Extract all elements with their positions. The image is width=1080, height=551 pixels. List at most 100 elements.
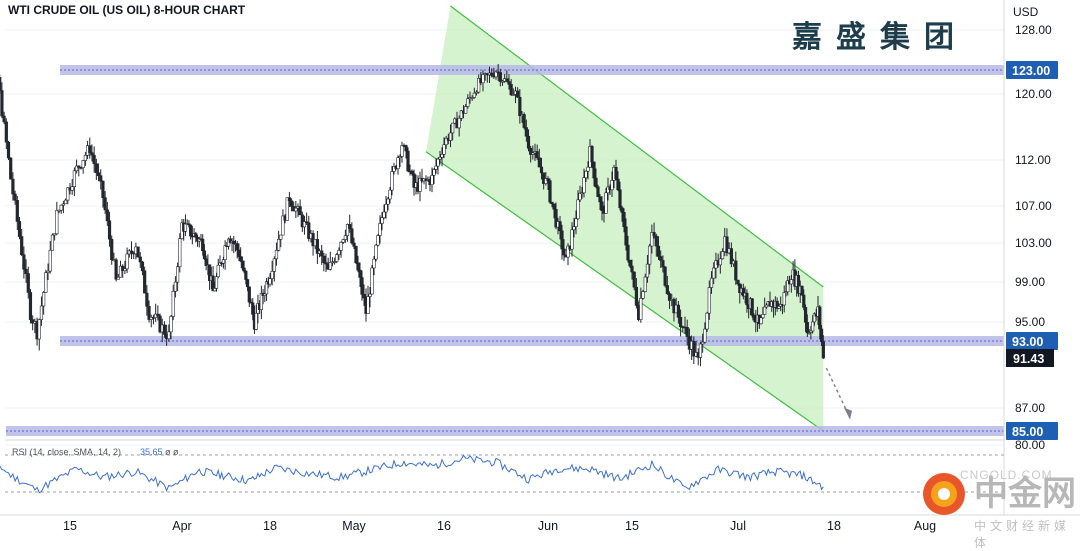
candle-body: [114, 259, 118, 280]
candle-body: [59, 204, 63, 211]
candle-body: [630, 265, 634, 273]
candle-body: [654, 235, 658, 247]
candle-body: [380, 217, 384, 224]
candle-body: [121, 265, 125, 272]
candle-body: [406, 150, 410, 172]
candle-body: [240, 260, 244, 269]
candle-body: [245, 279, 250, 288]
candle-body: [42, 292, 46, 307]
y-tick-label: 87.00: [1015, 401, 1045, 415]
candle-body: [596, 186, 600, 198]
x-tick-label: Aug: [914, 519, 936, 533]
candle-body: [145, 292, 149, 307]
candle-body: [333, 261, 337, 263]
y-tick-label: 95.00: [1015, 315, 1045, 329]
candle-body: [554, 208, 558, 228]
candle-body: [505, 78, 509, 82]
candle-body: [254, 312, 258, 330]
candle-body: [11, 178, 15, 195]
candle-body: [763, 306, 767, 315]
candle-body: [13, 193, 17, 201]
candle-body: [570, 229, 574, 250]
candle-body: [235, 243, 239, 251]
candle-body: [529, 147, 533, 155]
candle-body: [574, 218, 578, 228]
candle-body: [500, 80, 505, 83]
candle-body: [481, 74, 485, 84]
candle-body: [366, 296, 370, 314]
candle-body: [376, 235, 380, 246]
candle-body: [242, 267, 246, 272]
candle-body: [64, 199, 68, 205]
candle-body: [50, 234, 55, 251]
level-tag-text: 123.00: [1012, 64, 1050, 78]
candle-body: [362, 294, 366, 299]
candle-body: [61, 203, 66, 206]
candle-body: [99, 175, 103, 182]
candle-body: [685, 327, 689, 337]
candle-body: [216, 264, 220, 278]
candle-body: [232, 240, 236, 244]
candle-body: [586, 166, 590, 172]
projection-arrow-line: [825, 367, 849, 415]
candle-body: [734, 260, 738, 281]
candle-body: [404, 145, 408, 152]
candle-body: [448, 132, 453, 141]
candle-body: [645, 263, 650, 278]
candle-body: [360, 277, 364, 295]
candle-body: [511, 94, 515, 96]
candle-body: [592, 161, 596, 179]
rsi-label: RSI (14, close, SMA, 14, 2): [12, 447, 121, 457]
candle-body: [354, 246, 358, 264]
candle-body: [566, 245, 570, 258]
candle-body: [281, 215, 285, 236]
candle-body: [459, 110, 463, 119]
candle-body: [390, 171, 394, 191]
x-tick-label: 16: [437, 519, 451, 533]
y-tick-label: 107.00: [1015, 199, 1052, 213]
candle-body: [537, 157, 541, 168]
candle-body: [821, 341, 825, 359]
candle-body: [580, 192, 584, 195]
brand-name: 嘉盛集团: [792, 20, 968, 55]
candle-body: [474, 91, 479, 94]
candle-body: [650, 232, 654, 247]
candle-body: [752, 315, 756, 321]
candle-body: [470, 97, 474, 99]
candle-body: [315, 239, 319, 254]
candle-body: [116, 276, 120, 280]
candle-body: [803, 307, 808, 323]
y-tick-label: 103.00: [1015, 236, 1052, 250]
candle-body: [2, 115, 6, 123]
candle-body: [337, 250, 341, 255]
candle-body: [20, 236, 24, 255]
candle-body: [343, 235, 347, 240]
candle-body: [189, 224, 193, 237]
candle-body: [176, 266, 180, 283]
candle-body: [22, 254, 26, 270]
candle-body: [539, 166, 544, 174]
candle-body: [396, 157, 400, 169]
x-tick-label: 15: [63, 519, 77, 533]
y-tick-label: 80.00: [1015, 438, 1045, 452]
candle-body: [237, 249, 241, 257]
candle-body: [300, 214, 304, 228]
candle-body: [558, 221, 562, 232]
candle-body: [720, 251, 725, 260]
candle-body: [665, 285, 669, 294]
candle-body: [464, 106, 468, 114]
candle-body: [457, 117, 461, 129]
candle-body: [307, 222, 311, 239]
candle-body: [626, 244, 630, 261]
candle-body: [782, 292, 786, 306]
candle-body: [610, 180, 614, 191]
candle-body: [72, 170, 76, 187]
logo-text: 中金网: [974, 474, 1076, 514]
candle-body: [169, 316, 173, 333]
candle-body: [6, 141, 11, 159]
candle-body: [442, 144, 446, 155]
candle-body: [187, 223, 191, 226]
candle-body: [74, 165, 79, 172]
candle-body: [287, 197, 291, 202]
candle-body: [140, 261, 145, 272]
